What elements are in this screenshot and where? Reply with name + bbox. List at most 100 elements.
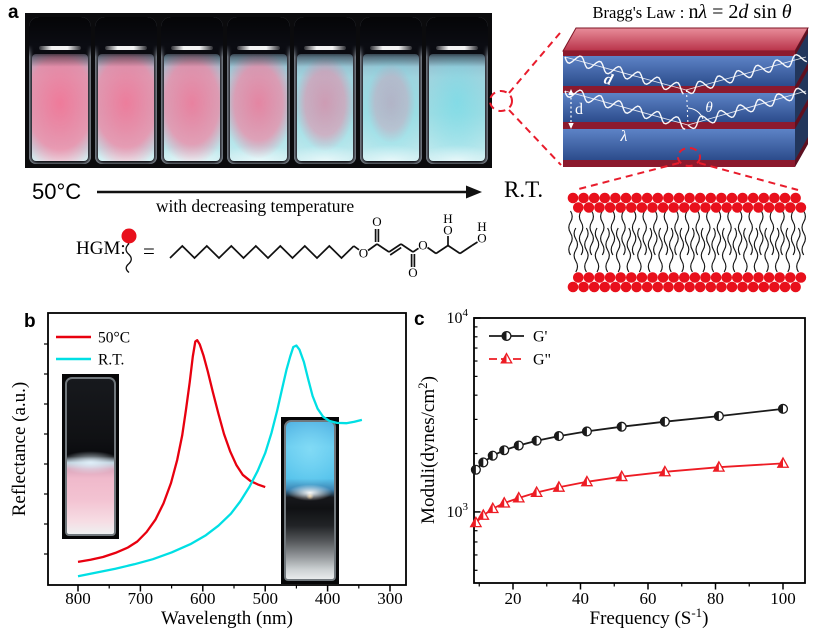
bragg-title-part: sin	[748, 1, 782, 23]
lipid-head	[689, 202, 701, 213]
lipid-head	[679, 202, 690, 213]
lipid-head	[742, 202, 754, 213]
lipid-head	[620, 281, 632, 293]
theta-angle-label: θ	[705, 100, 713, 116]
vial-5	[293, 17, 356, 164]
magnify-connector-vial	[489, 32, 562, 166]
vial-cap-area	[161, 17, 224, 57]
lipid-head	[694, 281, 706, 293]
atom-label: O	[372, 214, 381, 229]
x-axis-title: Frequency (S-1)	[590, 605, 709, 629]
lipid-head	[573, 272, 584, 283]
magnify-connector-layer	[574, 147, 799, 191]
series-g-prime	[470, 403, 789, 475]
lipid-head	[753, 272, 764, 283]
lipid-head	[763, 272, 775, 283]
lipid-head	[641, 281, 653, 293]
lipid-head	[732, 202, 743, 213]
lipid-head	[636, 202, 648, 213]
lipid-head	[758, 192, 770, 204]
atom-label: O	[477, 231, 486, 246]
y-axis-title: Moduli(dynes/cm2)	[415, 376, 439, 524]
x-tick-label: 800	[65, 589, 91, 608]
cuvette-photo-pink	[65, 377, 116, 536]
vial-glass-glint	[38, 46, 82, 51]
lipid-head	[679, 272, 690, 283]
vial-contents	[296, 53, 353, 161]
x-tick-label: 700	[128, 589, 154, 608]
lipid-head	[647, 272, 658, 283]
lipid-head	[769, 281, 780, 293]
vial-1-50C	[29, 17, 92, 164]
lipid-head	[620, 192, 632, 204]
y-tick-label: 104	[447, 307, 469, 327]
lipid-head	[700, 272, 711, 283]
vial-contents	[428, 53, 485, 161]
lipid-head	[726, 281, 738, 293]
vial-2	[95, 17, 158, 164]
lipid-head	[594, 272, 605, 283]
lipid-head	[716, 281, 727, 293]
lipid-head	[721, 202, 732, 213]
x-tick-label: 40	[572, 589, 589, 608]
lipid-head	[668, 202, 679, 213]
x-tick-label: 400	[315, 589, 341, 608]
lipid-head	[583, 202, 595, 213]
d-path-label: d	[602, 70, 616, 89]
x-tick-label: 80	[707, 589, 724, 608]
vial-contents	[362, 53, 419, 161]
panel-b-label: b	[24, 311, 36, 332]
lipid-head	[758, 281, 770, 293]
legend: 50°C R.T.	[56, 330, 130, 369]
vial-cap-area	[95, 17, 158, 57]
lipid-head	[657, 202, 669, 213]
lipid-head	[588, 281, 600, 293]
lipid-head	[779, 281, 791, 293]
x-axis-title: Wavelength (nm)	[161, 608, 293, 629]
lipid-head	[615, 202, 626, 213]
lipid-head	[774, 272, 785, 283]
vial-7-RT	[425, 17, 488, 164]
lipid-head	[599, 281, 611, 293]
lipid-head	[710, 272, 722, 283]
vial-glass-glint	[369, 46, 412, 51]
lipid-head	[657, 272, 669, 283]
lipid-head	[615, 272, 626, 283]
lipid-head	[631, 192, 642, 204]
lipid-head	[663, 281, 674, 293]
bragg-lamellar-diagram	[562, 27, 809, 167]
vial-3	[161, 17, 224, 164]
lipid-head	[785, 202, 796, 213]
x-tick-label: 600	[190, 589, 216, 608]
lipid-head	[779, 192, 791, 204]
lipid-head	[604, 202, 616, 213]
lipid-head	[668, 272, 679, 283]
lipid-head	[790, 192, 801, 204]
lipid-head	[726, 192, 738, 204]
bragg-title-part: Bragg's Law :	[592, 3, 689, 22]
bragg-title-part: d	[738, 1, 749, 23]
temperature-left-label: 50°C	[32, 179, 82, 204]
vial-photo-strip	[25, 13, 492, 168]
x-tick-label: 60	[640, 589, 657, 608]
lipid-head	[716, 192, 727, 204]
vial-cap-area	[227, 17, 290, 57]
atom-label: O	[443, 223, 452, 238]
legend: G' G"	[489, 329, 551, 369]
vial-glass-glint	[435, 46, 479, 51]
bragg-light-waves: d d θ λ	[564, 53, 808, 145]
lipid-head	[795, 272, 807, 283]
lipid-head	[774, 202, 785, 213]
vial-glass-glint	[171, 46, 214, 51]
lipid-head	[583, 272, 595, 283]
vial-cap-area	[359, 17, 422, 57]
vial-glass-glint	[237, 46, 280, 51]
atom-label: O	[359, 246, 368, 261]
lipid-head	[763, 202, 775, 213]
lipid-head	[705, 192, 717, 204]
inset-photo-rt	[281, 417, 339, 584]
lambda-wavelength-label: λ	[620, 128, 628, 145]
vial-glass-glint	[105, 46, 148, 51]
